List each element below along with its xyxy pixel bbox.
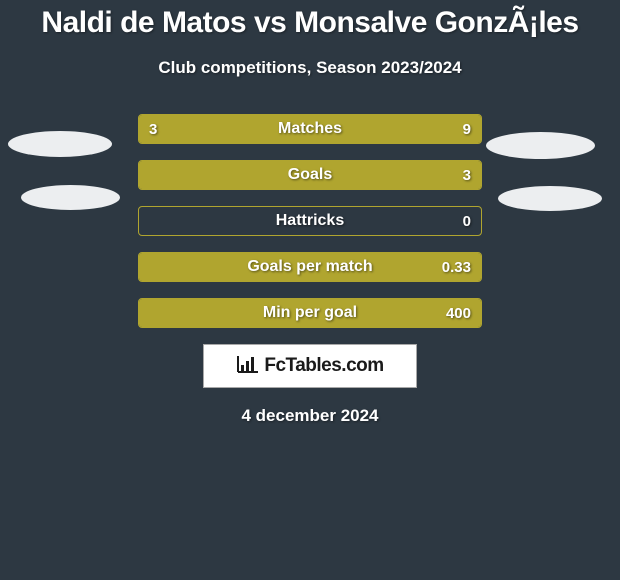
avatar-oval-2: [21, 185, 120, 210]
stat-value-left: 3: [149, 115, 157, 143]
stat-value-right: 0.33: [442, 253, 471, 281]
avatar-oval-1: [486, 132, 595, 159]
stat-row: Goals3: [138, 160, 482, 190]
brand-inner: FcTables.com: [236, 354, 383, 379]
page-title: Naldi de Matos vs Monsalve GonzÃ¡les: [0, 0, 620, 40]
date-text: 4 december 2024: [0, 406, 620, 426]
stat-value-right: 3: [463, 161, 471, 189]
stat-label: Goals: [139, 161, 481, 189]
avatar-oval-3: [498, 186, 602, 211]
avatar-oval-0: [8, 131, 112, 157]
brand-box: FcTables.com: [203, 344, 417, 388]
stat-label: Min per goal: [139, 299, 481, 327]
stat-row: Matches3 9: [138, 114, 482, 144]
stat-label: Matches: [139, 115, 481, 143]
stat-bars: Matches39Goals3Hattricks0Goals per match…: [138, 114, 482, 328]
bar-chart-icon: [236, 354, 260, 379]
stat-value-right: 400: [446, 299, 471, 327]
stat-label: Hattricks: [139, 207, 481, 235]
stat-row: Goals per match0.33: [138, 252, 482, 282]
content-area: Matches39Goals3Hattricks0Goals per match…: [0, 114, 620, 426]
stat-label: Goals per match: [139, 253, 481, 281]
brand-text: FcTables.com: [264, 355, 383, 377]
stat-value-right: 9: [463, 115, 471, 143]
stat-row: Min per goal400: [138, 298, 482, 328]
stat-value-right: 0: [463, 207, 471, 235]
stat-row: Hattricks0: [138, 206, 482, 236]
subtitle: Club competitions, Season 2023/2024: [0, 58, 620, 78]
